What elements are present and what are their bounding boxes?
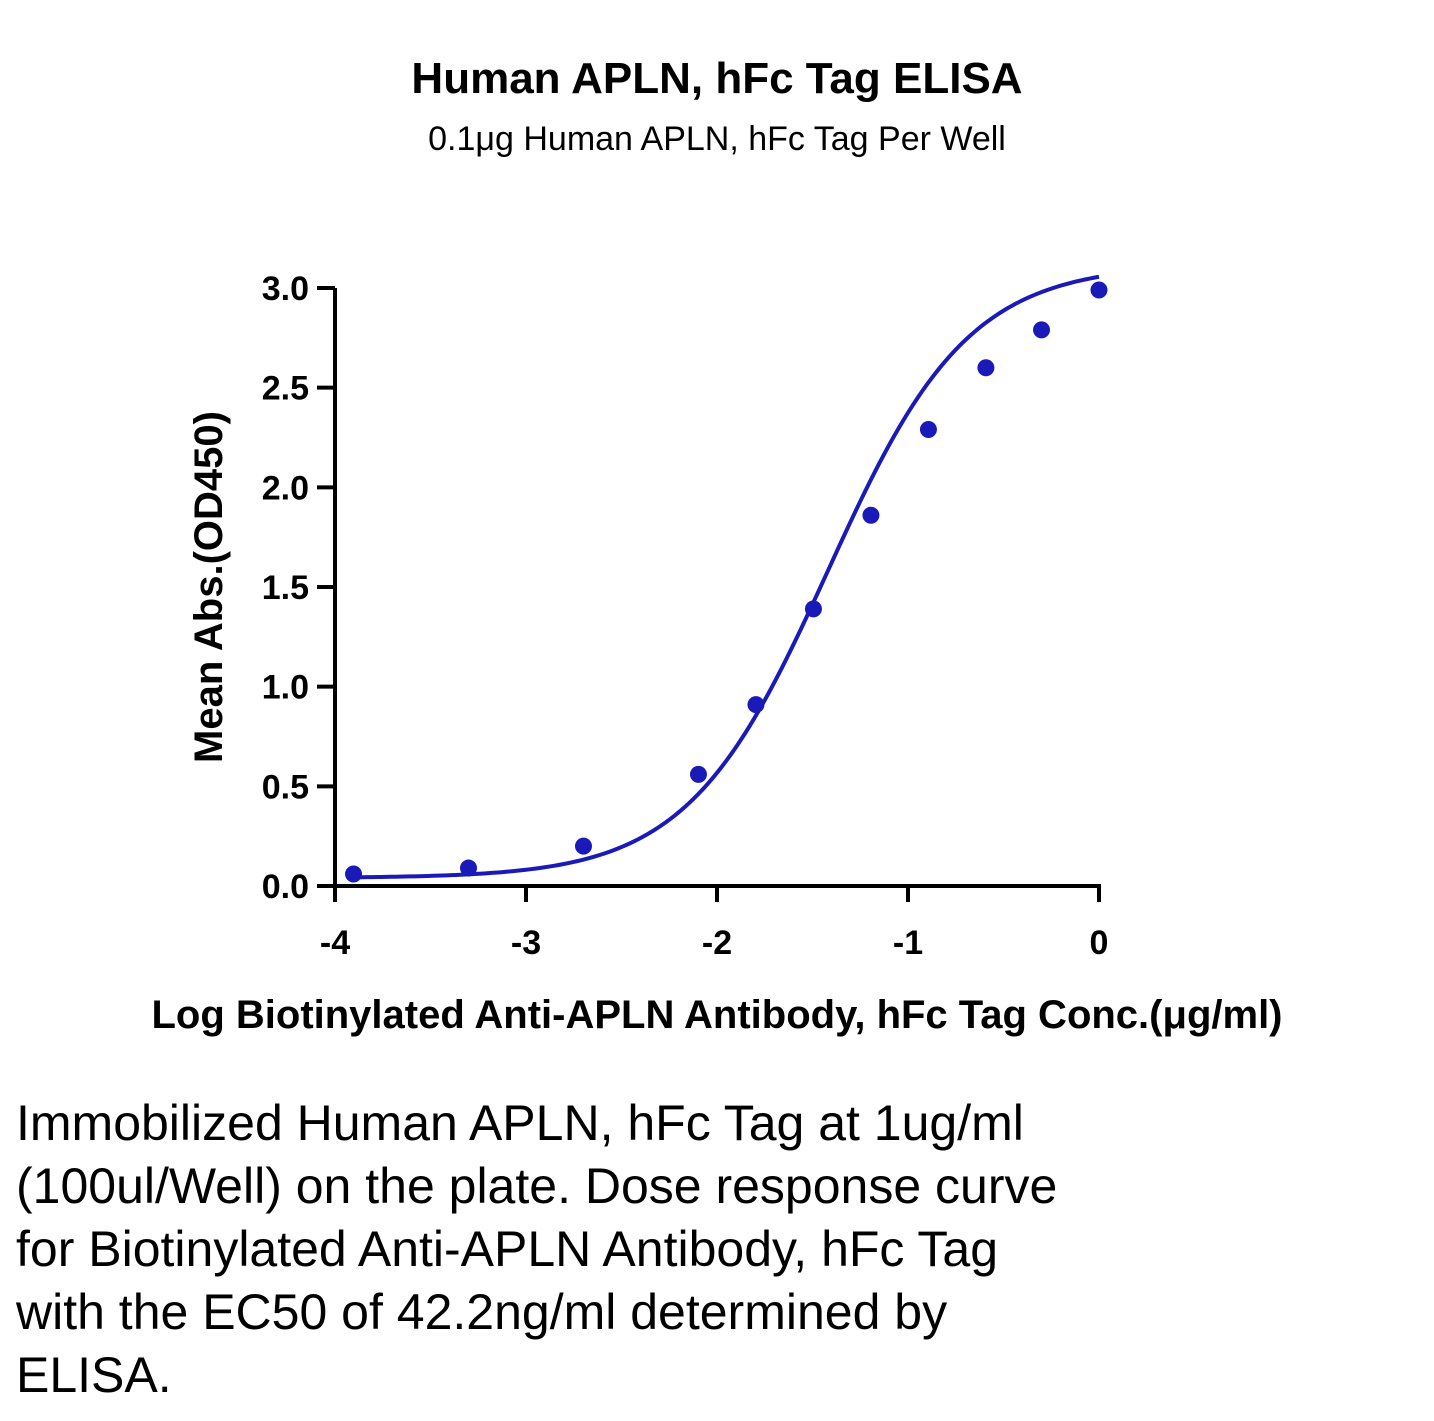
x-tick-label: -2 [702,924,732,962]
data-points [345,281,1108,883]
data-point [460,859,478,877]
fit-curve [353,274,1100,880]
chart-title: Human APLN, hFc Tag ELISA [411,54,1022,103]
y-tick-label: 1.0 [262,669,309,707]
data-point [574,837,592,855]
x-tick-label: -3 [511,924,541,962]
data-point [919,421,937,439]
data-point [804,600,822,618]
elisa-chart: Human APLN, hFc Tag ELISA 0.1μg Human AP… [151,54,1282,1037]
figure-caption: Immobilized Human APLN, hFc Tag at 1ug/m… [16,1095,1058,1403]
x-axis-title: Log Biotinylated Anti-APLN Antibody, hFc… [151,993,1282,1037]
x-tick-label: -4 [320,924,350,962]
y-axis-ticks: 0.0 0.5 1.0 1.5 2.0 2.5 3.0 [262,270,335,906]
data-point [1090,281,1108,299]
y-tick-label: 2.0 [262,469,309,507]
y-tick-label: 3.0 [262,270,309,308]
y-tick-label: 0.5 [262,768,309,806]
chart-subtitle: 0.1μg Human APLN, hFc Tag Per Well [428,120,1006,158]
data-point [345,865,363,883]
x-axis-ticks: -4 -3 -2 -1 0 [320,886,1109,962]
y-axis-title: Mean Abs.(OD450) [187,411,231,763]
data-point [862,506,880,524]
y-tick-label: 2.5 [262,370,309,408]
data-point [977,359,995,377]
data-point [1033,321,1051,339]
data-point [689,765,707,783]
data-point [747,696,765,714]
y-tick-label: 0.0 [262,868,309,906]
chart-axes [333,288,1101,902]
x-tick-label: 0 [1090,924,1109,962]
y-tick-label: 1.5 [262,569,309,607]
x-tick-label: -1 [893,924,923,962]
